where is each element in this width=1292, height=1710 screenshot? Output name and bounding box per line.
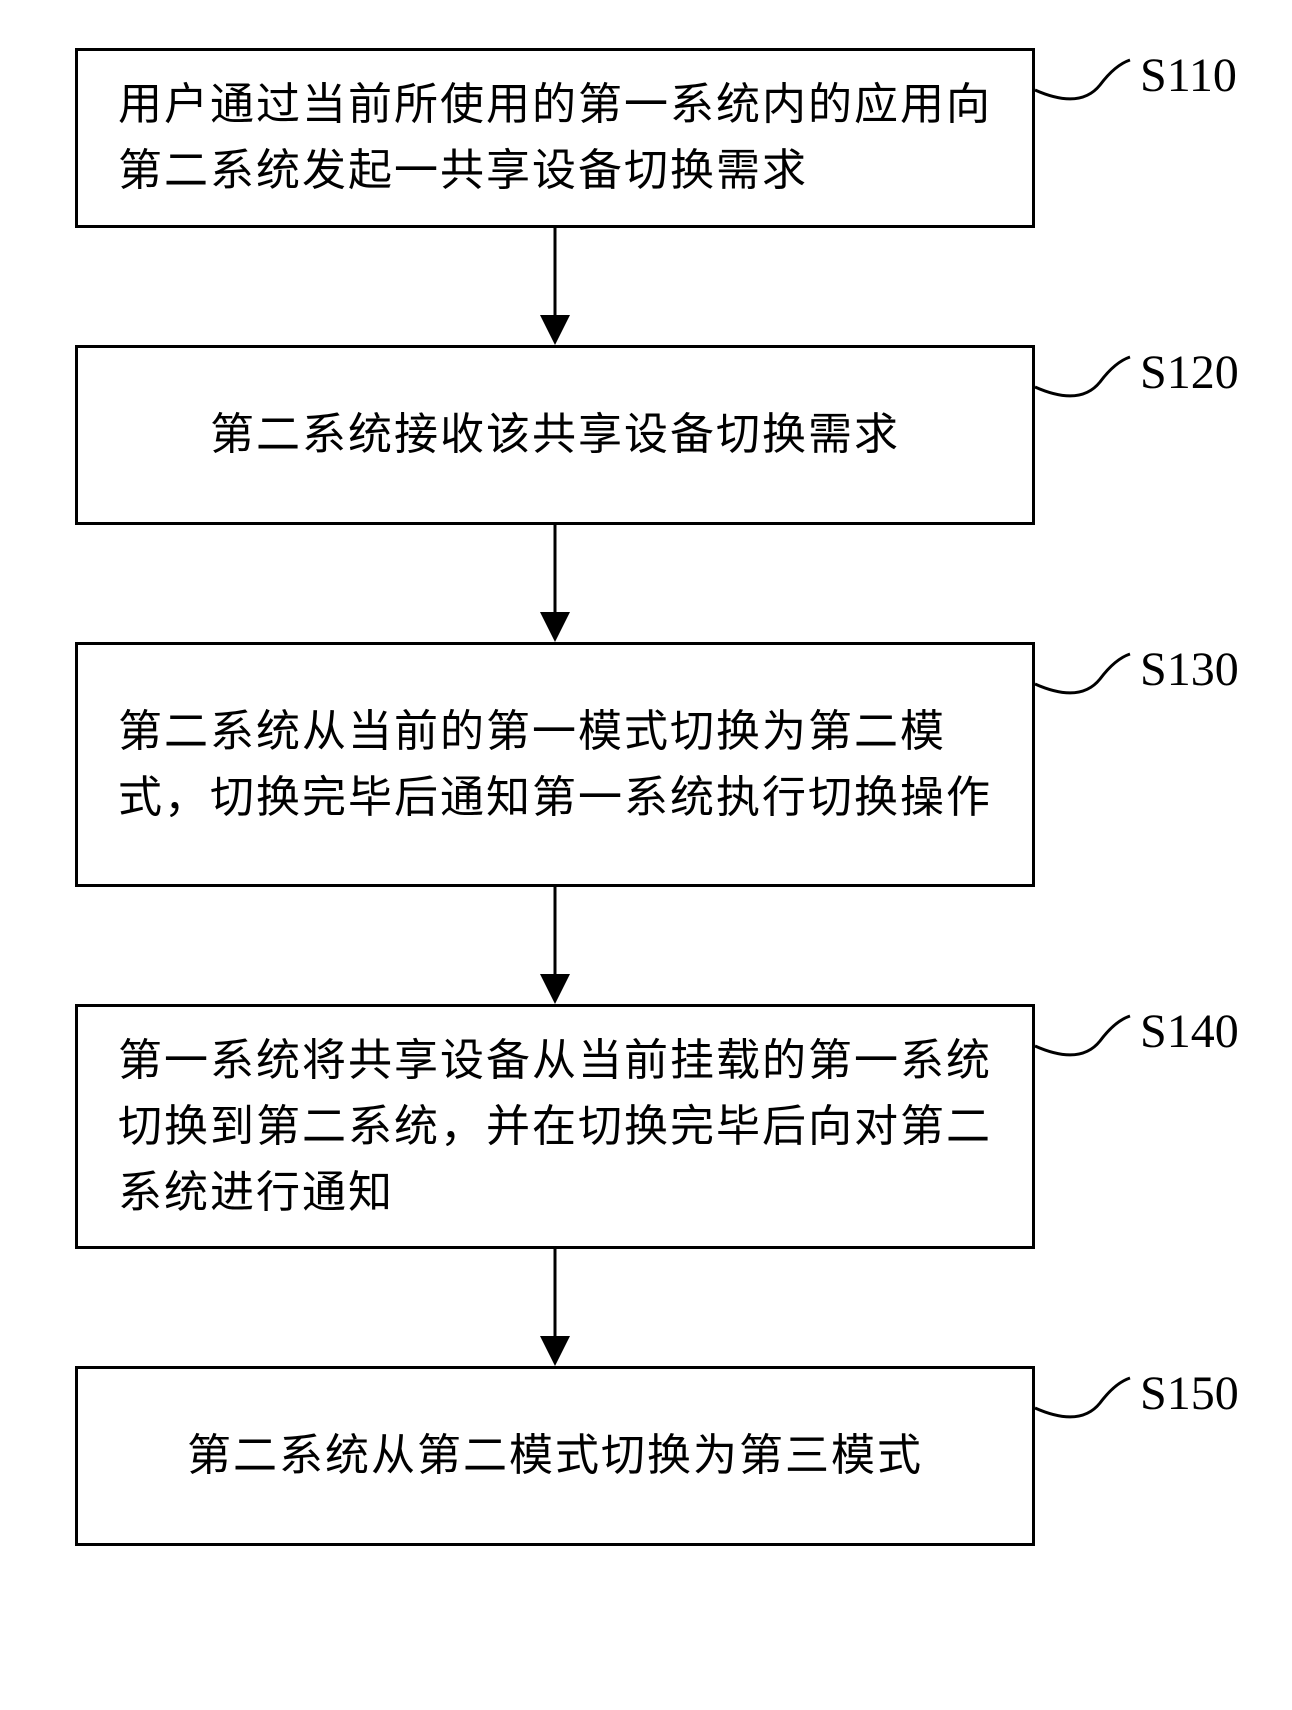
flowchart-step-s140: 第一系统将共享设备从当前挂载的第一系统切换到第二系统，并在切换完毕后向对第二系统… <box>75 1004 1035 1249</box>
flowchart-step-s130: 第二系统从当前的第一模式切换为第二模式，切换完毕后通知第一系统执行切换操作 <box>75 642 1035 887</box>
step-label-s110: S110 <box>1140 48 1237 103</box>
step-text: 第二系统从第二模式切换为第三模式 <box>187 1423 923 1489</box>
step-label-s140: S140 <box>1140 1004 1239 1059</box>
flowchart-container: 用户通过当前所使用的第一系统内的应用向第二系统发起一共享设备切换需求 S110 … <box>0 0 1292 1710</box>
flowchart-step-s150: 第二系统从第二模式切换为第三模式 <box>75 1366 1035 1546</box>
flowchart-step-s110: 用户通过当前所使用的第一系统内的应用向第二系统发起一共享设备切换需求 <box>75 48 1035 228</box>
step-label-s130: S130 <box>1140 642 1239 697</box>
step-text: 第二系统从当前的第一模式切换为第二模式，切换完毕后通知第一系统执行切换操作 <box>118 699 992 831</box>
flowchart-step-s120: 第二系统接收该共享设备切换需求 <box>75 345 1035 525</box>
step-label-s150: S150 <box>1140 1366 1239 1421</box>
step-text: 第一系统将共享设备从当前挂载的第一系统切换到第二系统，并在切换完毕后向对第二系统… <box>118 1028 992 1226</box>
step-text: 用户通过当前所使用的第一系统内的应用向第二系统发起一共享设备切换需求 <box>118 72 992 204</box>
step-label-s120: S120 <box>1140 345 1239 400</box>
step-text: 第二系统接收该共享设备切换需求 <box>210 402 900 468</box>
